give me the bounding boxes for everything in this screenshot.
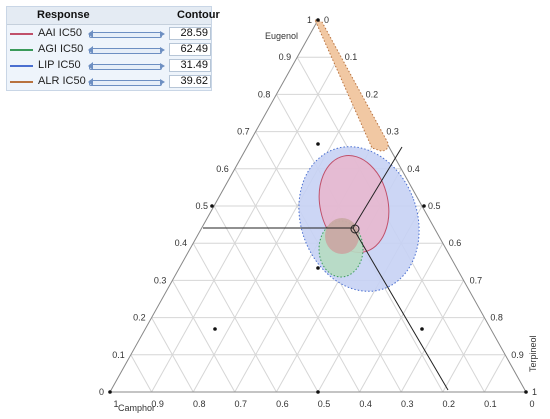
right-tick-label: 0	[324, 15, 329, 25]
left-tick-label: 0.8	[258, 89, 271, 99]
slider-arrow-icon	[160, 47, 165, 53]
response-row-alr: ALR IC50 39.62	[7, 74, 211, 90]
right-tick-label: 0.8	[490, 313, 503, 323]
grid-line	[192, 94, 361, 393]
design-point	[213, 327, 217, 331]
design-point	[316, 390, 320, 394]
left-tick-label: 0	[99, 387, 104, 397]
right-tick-label: 0.3	[386, 127, 399, 137]
grid-line	[130, 354, 153, 393]
slider-arrow-icon	[160, 31, 165, 37]
bottom-tick-label: 0.1	[484, 399, 497, 409]
design-point	[108, 390, 112, 394]
profiler-panel: Response Contour AAI IC50 28.59 AGI IC50…	[6, 6, 220, 91]
right-tick-label: 0.7	[470, 275, 483, 285]
tick-labels: 0010.10.10.90.20.20.80.30.30.70.40.40.60…	[99, 15, 537, 409]
response-row-agi: AGI IC50 62.49	[7, 42, 211, 58]
right-tick-label: 0.6	[449, 238, 462, 248]
alr-label: ALR IC50	[38, 75, 86, 87]
slider-handle[interactable]	[88, 46, 93, 54]
left-tick-label: 0.2	[133, 313, 146, 323]
design-point	[524, 390, 528, 394]
grid-line	[483, 354, 506, 393]
design-point	[422, 204, 426, 208]
aai-contour-value[interactable]: 28.59	[169, 27, 211, 40]
aai-color-swatch	[10, 33, 33, 35]
left-tick-label: 0.5	[195, 201, 208, 211]
overlap-region	[325, 218, 359, 254]
design-point	[316, 18, 320, 22]
crosshair-handle[interactable]	[350, 224, 360, 234]
bottom-tick-label: 0.5	[318, 399, 331, 409]
grid-line	[151, 56, 340, 393]
response-row-lip: LIP IC50 31.49	[7, 58, 211, 74]
crosshair-eugenol-line	[352, 146, 403, 229]
agi-color-swatch	[10, 49, 33, 51]
response-row-aai: AAI IC50 28.59	[7, 26, 211, 42]
slider-handle[interactable]	[88, 62, 93, 70]
bottom-tick-label: 0.8	[193, 399, 206, 409]
left-tick-label: 1	[307, 15, 312, 25]
agi-label: AGI IC50	[38, 43, 84, 55]
alr-contour-value[interactable]: 39.62	[169, 75, 211, 88]
aai-contour-slider[interactable]	[86, 28, 165, 40]
right-tick-label: 0.9	[511, 350, 524, 360]
bottom-tick-label: 0.9	[151, 399, 164, 409]
right-tick-label: 0.4	[407, 164, 420, 174]
slider-arrow-icon	[160, 63, 165, 69]
design-point	[210, 204, 214, 208]
slider-handle[interactable]	[88, 78, 93, 86]
bottom-tick-label: 0.4	[359, 399, 372, 409]
bottom-tick-label: 1	[113, 399, 118, 409]
slider-arrow-icon	[160, 79, 165, 85]
design-point	[316, 266, 320, 270]
right-tick-label: 0.5	[428, 201, 441, 211]
grid-line	[213, 205, 319, 393]
lip-color-swatch	[10, 65, 33, 67]
right-tick-label: 1	[532, 387, 537, 397]
left-tick-label: 0.1	[112, 350, 125, 360]
bottom-tick-label: 0	[529, 399, 534, 409]
design-point	[420, 327, 424, 331]
lip-contour-slider[interactable]	[86, 60, 165, 72]
panel-header: Response Contour	[7, 7, 220, 25]
lip-contour-value[interactable]: 31.49	[169, 59, 211, 72]
left-tick-label: 0.4	[175, 238, 188, 248]
bottom-tick-label: 0.2	[443, 399, 456, 409]
left-tick-label: 0.9	[279, 52, 292, 62]
lip-label: LIP IC50	[38, 59, 81, 71]
right-tick-label: 0.2	[366, 89, 379, 99]
left-tick-label: 0.7	[237, 127, 250, 137]
agi-contour-slider[interactable]	[86, 44, 165, 56]
right-tick-label: 0.1	[345, 52, 358, 62]
agi-contour-value[interactable]: 62.49	[169, 43, 211, 56]
design-points	[108, 18, 528, 394]
terpineol-axis-label: Terpineol	[528, 335, 538, 372]
grid-line	[400, 280, 465, 393]
left-tick-label: 0.6	[216, 164, 229, 174]
alr-contour-slider[interactable]	[86, 76, 165, 88]
bottom-tick-label: 0.3	[401, 399, 414, 409]
contour-header: Contour	[177, 9, 220, 21]
crosshair-terpineol-line	[352, 227, 449, 391]
aai-label: AAI IC50	[38, 27, 83, 39]
response-header: Response	[37, 9, 90, 21]
slider-handle[interactable]	[88, 30, 93, 38]
camphor-axis-label: Camphor	[118, 403, 155, 413]
alr-contour-region	[314, 19, 389, 152]
eugenol-axis-label: Eugenol	[265, 31, 298, 41]
left-tick-label: 0.3	[154, 275, 167, 285]
alr-color-swatch	[10, 81, 33, 83]
design-point	[316, 142, 320, 146]
bottom-tick-label: 0.7	[235, 399, 248, 409]
bottom-tick-label: 0.6	[276, 399, 289, 409]
grid-line	[171, 280, 236, 393]
